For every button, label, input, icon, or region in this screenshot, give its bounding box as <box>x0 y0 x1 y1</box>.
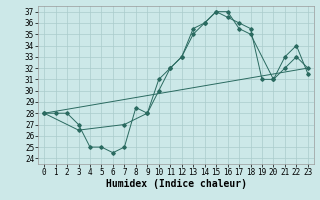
X-axis label: Humidex (Indice chaleur): Humidex (Indice chaleur) <box>106 179 246 189</box>
